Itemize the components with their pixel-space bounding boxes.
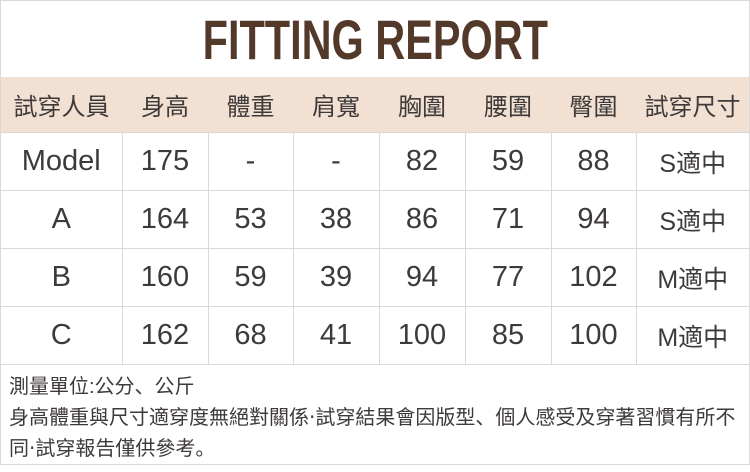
cell-shoulder: 39	[292, 248, 380, 307]
cell-height: 160	[121, 248, 209, 307]
cell-hip: 102	[550, 248, 637, 307]
table-row: C 162 68 41 100 85 100 M適中	[1, 306, 749, 365]
cell-waist: 77	[464, 248, 552, 307]
unit-note: 測量單位:公分、公斤	[9, 376, 195, 398]
cell-chest: 82	[378, 132, 466, 191]
cell-chest: 94	[378, 248, 466, 307]
fitting-table: 試穿人員 身高 體重 肩寬 胸圍 腰圍 臀圍 試穿尺寸 Model 175 - …	[1, 77, 749, 365]
column-header-weight: 體重	[208, 77, 293, 133]
column-header-size: 試穿尺寸	[636, 77, 749, 133]
column-header-hip: 臀圍	[551, 77, 636, 133]
cell-chest: 86	[378, 190, 466, 249]
cell-waist: 59	[464, 132, 552, 191]
cell-person: Model	[1, 132, 123, 191]
cell-shoulder: 41	[292, 306, 380, 365]
cell-chest: 100	[378, 306, 466, 365]
cell-person: C	[1, 306, 123, 365]
report-footnotes: 測量單位:公分、公斤 身高體重與尺寸適穿度無絕對關係‧試穿結果會因版型、個人感受…	[1, 365, 749, 464]
cell-weight: 59	[207, 248, 294, 307]
cell-weight: 53	[207, 190, 294, 249]
cell-weight: -	[207, 132, 294, 191]
cell-weight: 68	[207, 306, 294, 365]
cell-waist: 85	[464, 306, 552, 365]
disclaimer-note: 身高體重與尺寸適穿度無絕對關係‧試穿結果會因版型、個人感受及穿著習慣有所不同‧試…	[9, 407, 736, 460]
header-row: 試穿人員 身高 體重 肩寬 胸圍 腰圍 臀圍 試穿尺寸	[1, 77, 749, 133]
column-header-person: 試穿人員	[1, 77, 122, 133]
cell-shoulder: 38	[292, 190, 380, 249]
cell-hip: 88	[550, 132, 637, 191]
cell-size: M適中	[635, 248, 749, 307]
column-header-shoulder: 肩寬	[293, 77, 379, 133]
cell-height: 162	[121, 306, 209, 365]
column-header-height: 身高	[122, 77, 208, 133]
report-title-section: FITTING REPORT	[1, 1, 749, 77]
cell-person: A	[1, 190, 123, 249]
column-header-waist: 腰圍	[465, 77, 551, 133]
page-title: FITTING REPORT	[202, 7, 548, 71]
cell-hip: 94	[550, 190, 637, 249]
cell-size: S適中	[635, 132, 749, 191]
cell-height: 164	[121, 190, 209, 249]
cell-size: S適中	[635, 190, 749, 249]
cell-size: M適中	[635, 306, 749, 365]
cell-height: 175	[121, 132, 209, 191]
cell-shoulder: -	[292, 132, 380, 191]
cell-waist: 71	[464, 190, 552, 249]
column-header-chest: 胸圍	[379, 77, 465, 133]
table-row: B 160 59 39 94 77 102 M適中	[1, 248, 749, 307]
cell-hip: 100	[550, 306, 637, 365]
table-row: A 164 53 38 86 71 94 S適中	[1, 190, 749, 249]
table-row: Model 175 - - 82 59 88 S適中	[1, 132, 749, 191]
cell-person: B	[1, 248, 123, 307]
